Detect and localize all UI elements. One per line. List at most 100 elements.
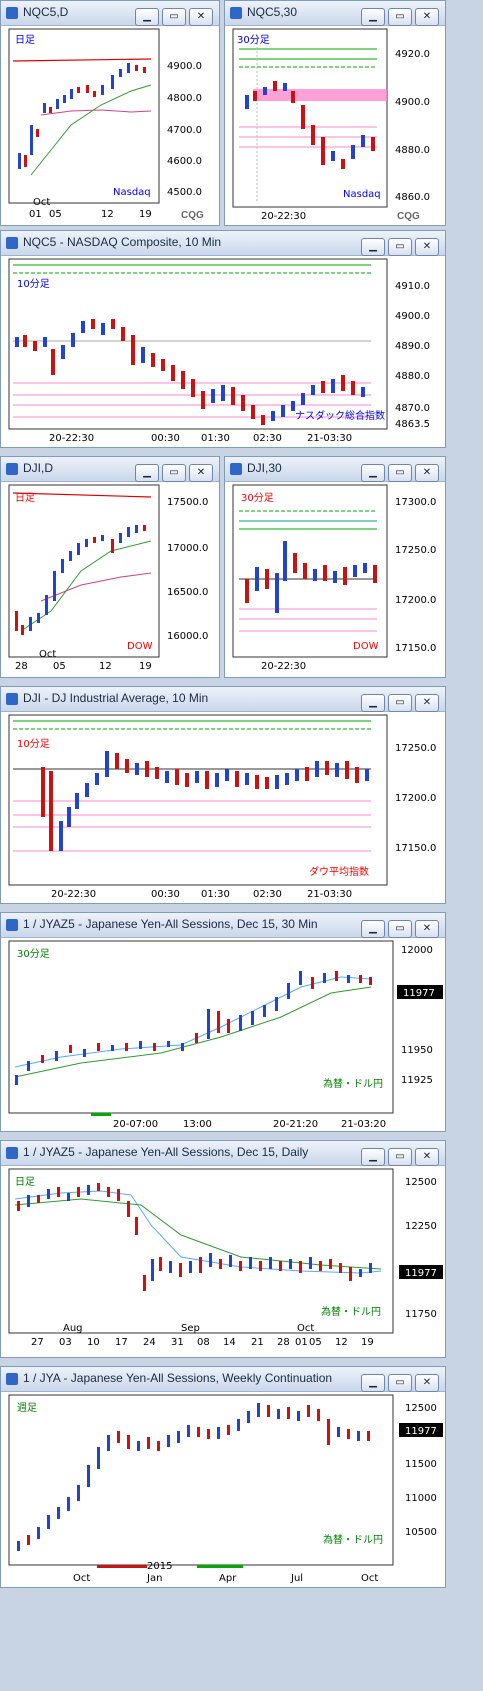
price-chart[interactable]: 日足 為替・ドル円 12500 12250 11977 11750 Aug Se…	[1, 1165, 445, 1357]
candles	[15, 525, 146, 635]
title-bar[interactable]: 1 / JYA - Japanese Yen-All Sessions, Wee…	[1, 1367, 445, 1392]
title-bar[interactable]: 1 / JYAZ5 - Japanese Yen-All Sessions, D…	[1, 913, 445, 938]
title-bar[interactable]: NQC5 - NASDAQ Composite, 10 Min ▁ ▭ ✕	[1, 231, 445, 256]
chart-window-nqc5-daily[interactable]: NQC5,D ▁ ▭ ✕ 日足 Nasdaq 4900.0 4800.0 4700.…	[0, 0, 220, 226]
restore-button[interactable]: ▭	[388, 464, 412, 482]
app-icon	[6, 237, 18, 249]
x-year: 2015	[147, 1561, 172, 1572]
period-label: 30分足	[241, 492, 274, 504]
y-tick: 17250.0	[395, 743, 436, 754]
x-tick: 01:30	[201, 889, 230, 900]
close-button[interactable]: ✕	[415, 694, 439, 712]
minimize-button[interactable]: ▁	[361, 464, 385, 482]
x-month: Sep	[181, 1323, 200, 1334]
x-tick: 12	[99, 661, 112, 672]
restore-button[interactable]: ▭	[162, 8, 186, 26]
chart-window-dji-30min[interactable]: DJI,30 ▁ ▭ ✕ 30分足 DOW 17300.0 17250.0 1720…	[224, 456, 446, 678]
cqg-logo: CQG	[181, 210, 204, 221]
candles	[15, 319, 365, 425]
app-icon	[6, 463, 18, 475]
restore-button[interactable]: ▭	[388, 238, 412, 256]
chart-window-jya-weekly[interactable]: 1 / JYA - Japanese Yen-All Sessions, Wee…	[0, 1366, 446, 1588]
close-button[interactable]: ✕	[189, 8, 213, 26]
chart-window-nqc5-10min[interactable]: NQC5 - NASDAQ Composite, 10 Min ▁ ▭ ✕	[0, 230, 446, 448]
price-chart[interactable]: 30分足 DOW 17300.0 17250.0 17200.0 17150.0…	[225, 481, 445, 677]
x-tick: 20-22:30	[51, 889, 96, 900]
title-bar[interactable]: DJI - DJ Industrial Average, 10 Min ▁ ▭ ✕	[1, 687, 445, 712]
close-button[interactable]: ✕	[189, 464, 213, 482]
price-chart[interactable]: 日足 DOW 17500.0 17000.0 16500.0 16000.0 O…	[1, 481, 219, 677]
price-chart[interactable]: 10分足 ダウ平均指数 17250.0 17200.0 17150.0 20-2…	[1, 711, 445, 903]
price-chart[interactable]: 週足 為替・ドル円 12500 11977 11500 11000 10500 …	[1, 1391, 445, 1587]
y-tick: 16500.0	[167, 587, 208, 598]
minimize-button[interactable]: ▁	[361, 8, 385, 26]
x-tick: Oct	[361, 1573, 378, 1584]
period-label: 日足	[15, 1176, 35, 1188]
restore-button[interactable]: ▭	[388, 694, 412, 712]
close-button[interactable]: ✕	[415, 920, 439, 938]
minimize-button[interactable]: ▁	[361, 238, 385, 256]
x-tick: 01	[29, 209, 42, 220]
title-bar[interactable]: NQC5,30 ▁ ▭ ✕	[225, 1, 445, 26]
candles	[18, 63, 146, 169]
period-label: 10分足	[17, 738, 50, 750]
title-bar[interactable]: DJI,D ▁ ▭ ✕	[1, 457, 219, 482]
period-label: 30分足	[237, 34, 270, 46]
x-tick: 14	[223, 1337, 236, 1348]
minimize-button[interactable]: ▁	[135, 464, 159, 482]
candles	[41, 751, 369, 851]
x-tick: 21-03:20	[341, 1119, 386, 1130]
price-chart[interactable]: 10分足 ナスダック総合指数 4910.0 4900.0 4890.0 4880…	[1, 255, 445, 447]
title-bar[interactable]: DJI,30 ▁ ▭ ✕	[225, 457, 445, 482]
minimize-button[interactable]: ▁	[361, 694, 385, 712]
restore-button[interactable]: ▭	[388, 1374, 412, 1392]
restore-button[interactable]: ▭	[162, 464, 186, 482]
chart-window-dji-daily[interactable]: DJI,D ▁ ▭ ✕ 日足 DOW 17500.0 17000.0 16500.0…	[0, 456, 220, 678]
minimize-button[interactable]: ▁	[361, 1148, 385, 1166]
restore-button[interactable]: ▭	[388, 1148, 412, 1166]
x-tick: 27	[31, 1337, 44, 1348]
y-tick: 10500	[405, 1527, 437, 1538]
minimize-button[interactable]: ▁	[361, 1374, 385, 1392]
chart-window-nqc5-30min[interactable]: NQC5,30 ▁ ▭ ✕ 30分足 Nasdaq 4920.0 4900.0 48…	[224, 0, 446, 226]
minimize-button[interactable]: ▁	[135, 8, 159, 26]
y-tick: 11950	[401, 1045, 433, 1056]
restore-button[interactable]: ▭	[388, 8, 412, 26]
close-button[interactable]: ✕	[415, 464, 439, 482]
y-tick: 4700.0	[167, 125, 202, 136]
window-title: DJI,D	[23, 461, 53, 475]
period-label: 週足	[17, 1402, 37, 1414]
y-tick: 17250.0	[395, 545, 436, 556]
y-tick: 11750	[405, 1309, 437, 1320]
restore-button[interactable]: ▭	[388, 920, 412, 938]
price-chart[interactable]: 30分足 為替・ドル円 12000 11977 11950 11925 20-0…	[1, 937, 445, 1131]
last-price-box	[399, 1265, 443, 1279]
price-chart[interactable]: 日足 Nasdaq 4900.0 4800.0 4700.0 4600.0 45…	[1, 25, 219, 225]
x-tick: 19	[139, 209, 152, 220]
title-bar[interactable]: 1 / JYAZ5 - Japanese Yen-All Sessions, D…	[1, 1141, 445, 1166]
minimize-button[interactable]: ▁	[361, 920, 385, 938]
price-chart[interactable]: 30分足 Nasdaq 4920.0 4900.0 4880.0 4860.0 …	[225, 25, 445, 225]
y-tick: 4900.0	[395, 311, 430, 322]
close-button[interactable]: ✕	[415, 1148, 439, 1166]
close-button[interactable]: ✕	[415, 238, 439, 256]
instrument-label: Nasdaq	[113, 187, 151, 198]
chart-window-jyaz5-daily[interactable]: 1 / JYAZ5 - Japanese Yen-All Sessions, D…	[0, 1140, 446, 1358]
x-tick: 05	[309, 1337, 322, 1348]
title-bar[interactable]: NQC5,D ▁ ▭ ✕	[1, 1, 219, 26]
instrument-label: DOW	[353, 641, 379, 652]
x-tick: 12	[101, 209, 114, 220]
chart-window-dji-10min[interactable]: DJI - DJ Industrial Average, 10 Min ▁ ▭ ✕	[0, 686, 446, 904]
close-button[interactable]: ✕	[415, 1374, 439, 1392]
window-title: 1 / JYAZ5 - Japanese Yen-All Sessions, D…	[23, 1145, 309, 1159]
chart-window-jyaz5-30min[interactable]: 1 / JYAZ5 - Japanese Yen-All Sessions, D…	[0, 912, 446, 1132]
x-tick: 01:30	[201, 433, 230, 444]
period-label: 日足	[15, 492, 35, 504]
app-icon	[6, 1147, 18, 1159]
instrument-label: ダウ平均指数	[309, 865, 369, 878]
close-button[interactable]: ✕	[415, 8, 439, 26]
y-tick: 4600.0	[167, 156, 202, 167]
x-tick: 13:00	[183, 1119, 212, 1130]
period-label: 30分足	[17, 948, 50, 960]
last-price: 11977	[403, 988, 435, 999]
